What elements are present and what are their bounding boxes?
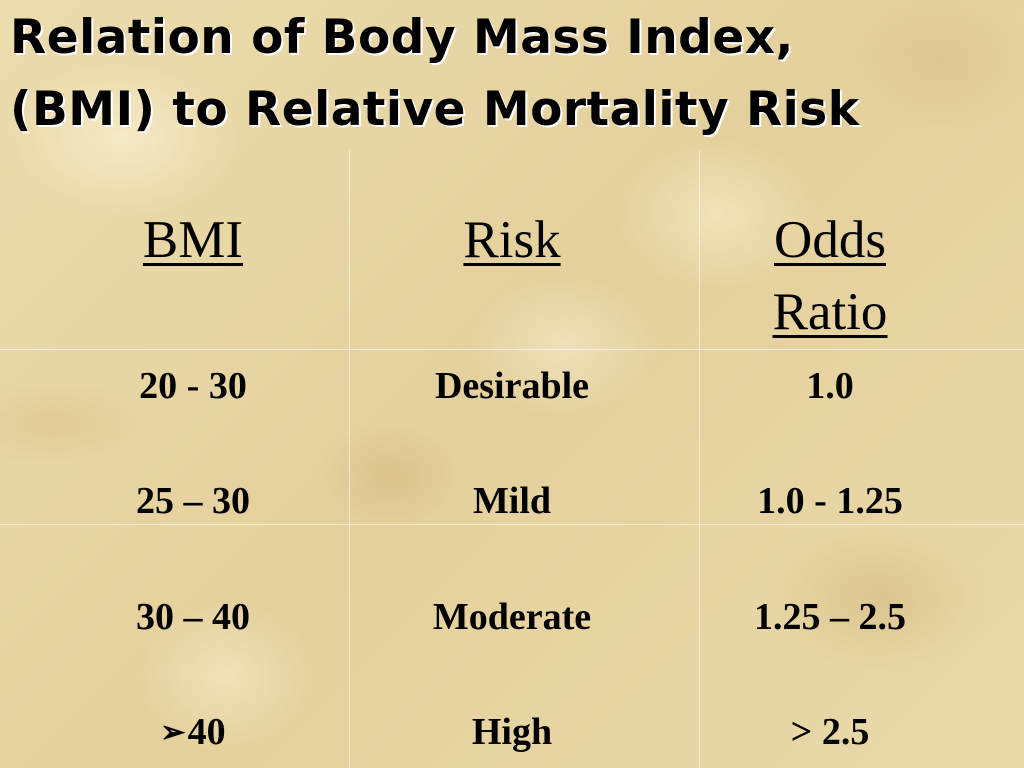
header-risk-label: Risk — [463, 211, 561, 269]
row-4-odds: > 2.5 — [790, 711, 870, 753]
row-2-bmi: 25 – 30 — [136, 480, 250, 522]
row-4-bmi-value: 40 — [187, 711, 226, 753]
row-3-odds: 1.25 – 2.5 — [754, 596, 906, 638]
row-1-risk: Desirable — [434, 365, 590, 407]
row-1-odds: 1.0 — [806, 365, 854, 407]
column-divider-2 — [699, 150, 700, 768]
header-bmi-label: BMI — [142, 211, 244, 269]
header-ratio-label: Ratio — [772, 283, 888, 341]
header-bmi: BMI — [18, 204, 368, 276]
row-4-bmi: ➢40 — [18, 710, 368, 755]
row-3-bmi: 30 – 40 — [136, 596, 250, 638]
row-2-odds: 1.0 - 1.25 — [757, 480, 903, 522]
header-risk: Risk — [337, 204, 687, 276]
column-divider-1 — [349, 150, 350, 768]
header-odds-ratio: Odds Ratio — [655, 204, 1005, 348]
row-divider-2 — [0, 524, 1024, 525]
row-4-risk: High — [471, 711, 553, 753]
row-divider-1 — [0, 349, 1024, 350]
header-odds-label: Odds — [774, 211, 886, 269]
slide-title: Relation of Body Mass Index, (BMI) to Re… — [10, 2, 1014, 146]
slide-title-line-2: (BMI) to Relative Mortality Risk — [10, 82, 860, 137]
row-1-bmi: 20 - 30 — [139, 365, 247, 407]
arrow-bullet-icon: ➢ — [160, 716, 186, 749]
row-2-risk: Mild — [472, 480, 552, 522]
row-3-risk: Moderate — [432, 596, 592, 638]
slide-title-line-1: Relation of Body Mass Index, — [10, 10, 794, 65]
